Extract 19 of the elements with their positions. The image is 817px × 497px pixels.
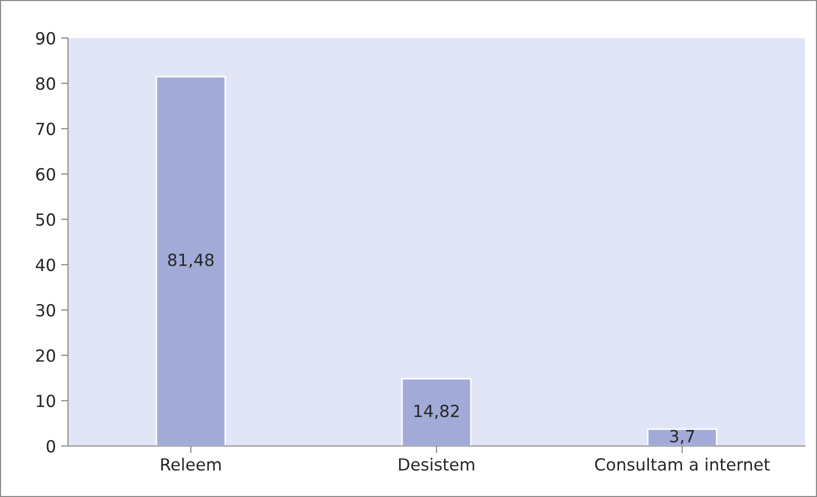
- y-tick-label: 20: [36, 349, 56, 362]
- x-tick-label: Consultam a internet: [595, 458, 770, 471]
- y-tick-label: 40: [36, 258, 56, 272]
- y-tick-label: 60: [36, 168, 56, 181]
- y-tick-label: 70: [36, 122, 56, 136]
- x-tick-label: Releem: [161, 458, 221, 471]
- y-tick-label: 30: [36, 304, 56, 317]
- bar: [647, 428, 718, 446]
- bar: [401, 378, 472, 446]
- bar: [156, 76, 226, 446]
- y-tick-label: 80: [36, 77, 56, 90]
- y-tick-label: 0: [46, 440, 56, 453]
- data-label: 3,7: [670, 430, 694, 444]
- y-tick-label: 10: [36, 394, 56, 408]
- y-tick-label: 50: [36, 213, 56, 226]
- y-tick-label: 90: [36, 32, 56, 45]
- data-label: 14,82: [414, 404, 459, 419]
- data-label: 81,48: [168, 254, 214, 268]
- x-tick-label: Desistem: [399, 458, 474, 471]
